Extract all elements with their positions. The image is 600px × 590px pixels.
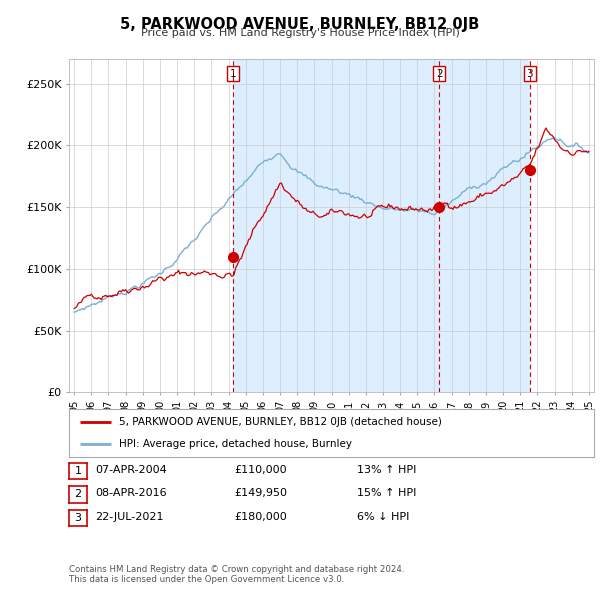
Text: 13% ↑ HPI: 13% ↑ HPI: [357, 465, 416, 474]
Text: £180,000: £180,000: [234, 512, 287, 522]
Text: 1: 1: [74, 466, 82, 476]
Text: 15% ↑ HPI: 15% ↑ HPI: [357, 489, 416, 498]
Text: 3: 3: [74, 513, 82, 523]
Text: 5, PARKWOOD AVENUE, BURNLEY, BB12 0JB: 5, PARKWOOD AVENUE, BURNLEY, BB12 0JB: [121, 17, 479, 32]
Text: 07-APR-2004: 07-APR-2004: [95, 465, 167, 474]
Text: 2: 2: [436, 69, 442, 79]
Text: 2: 2: [74, 490, 82, 499]
Text: Contains HM Land Registry data © Crown copyright and database right 2024.
This d: Contains HM Land Registry data © Crown c…: [69, 565, 404, 584]
Text: 3: 3: [526, 69, 533, 79]
Text: £110,000: £110,000: [234, 465, 287, 474]
Bar: [233, 59, 530, 392]
Text: HPI: Average price, detached house, Burnley: HPI: Average price, detached house, Burn…: [119, 439, 352, 449]
Text: 1: 1: [230, 69, 236, 79]
Text: 6% ↓ HPI: 6% ↓ HPI: [357, 512, 409, 522]
Text: 5, PARKWOOD AVENUE, BURNLEY, BB12 0JB (detached house): 5, PARKWOOD AVENUE, BURNLEY, BB12 0JB (d…: [119, 417, 442, 427]
Text: 22-JUL-2021: 22-JUL-2021: [95, 512, 163, 522]
Text: Price paid vs. HM Land Registry's House Price Index (HPI): Price paid vs. HM Land Registry's House …: [140, 28, 460, 38]
Text: £149,950: £149,950: [234, 489, 287, 498]
Text: 08-APR-2016: 08-APR-2016: [95, 489, 166, 498]
